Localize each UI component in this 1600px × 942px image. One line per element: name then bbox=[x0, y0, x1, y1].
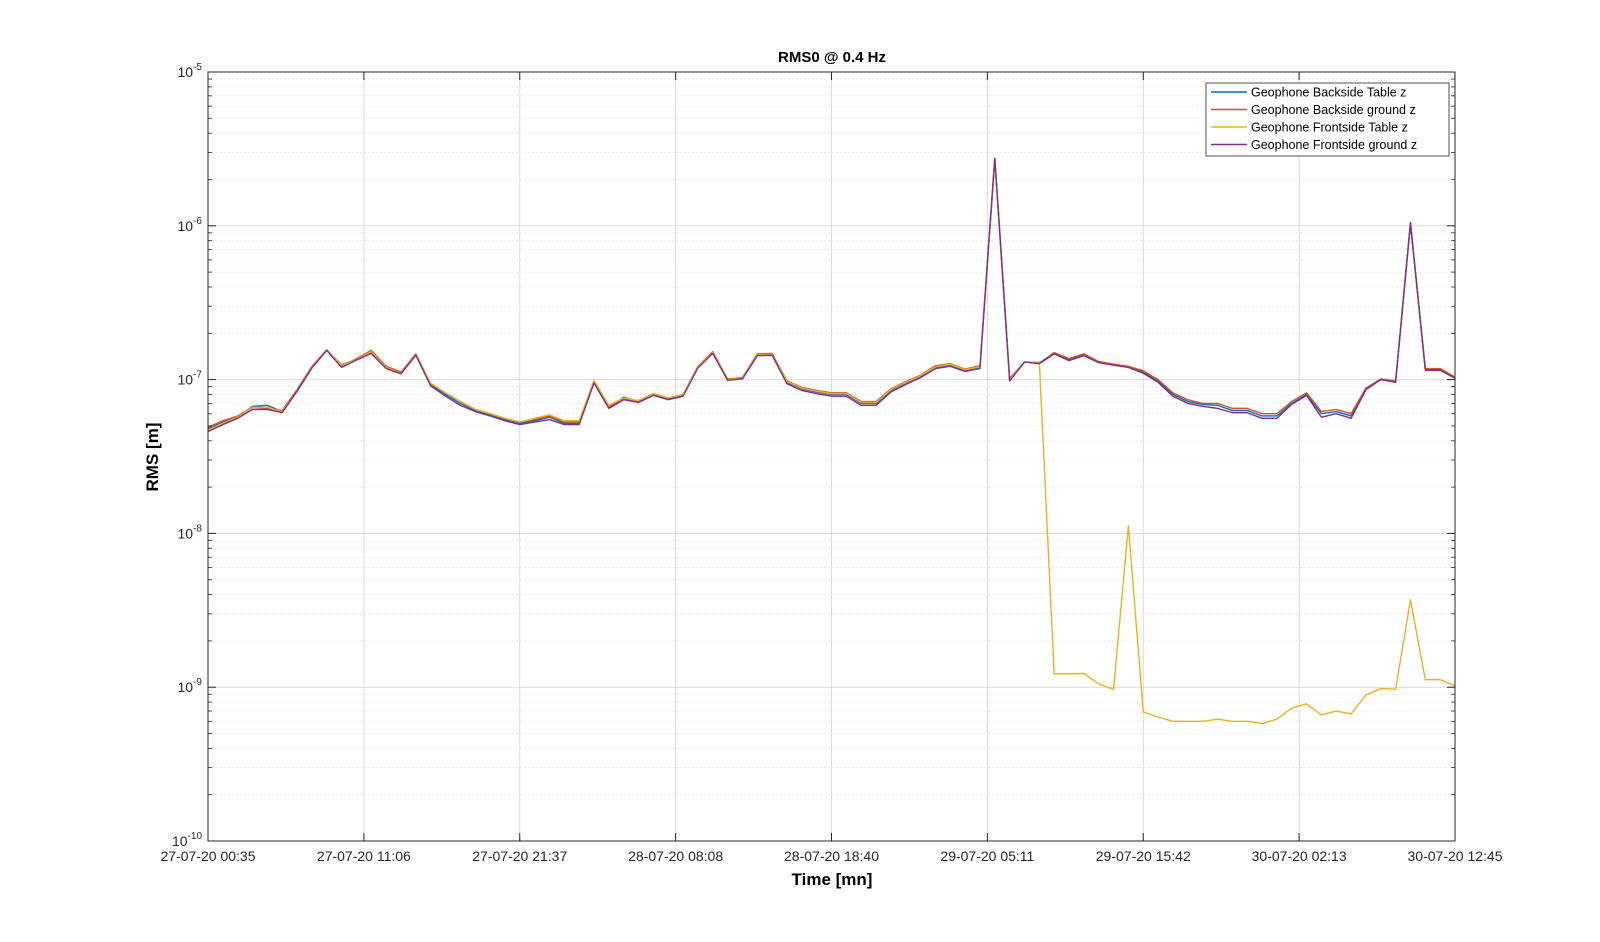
x-tick-label: 28-07-20 08:08 bbox=[628, 848, 723, 864]
x-tick-label: 30-07-20 12:45 bbox=[1408, 848, 1503, 864]
legend-label-1: Geophone Backside Table z bbox=[1251, 86, 1406, 100]
series-line-4 bbox=[207, 157, 1456, 433]
chart-title: RMS0 @ 0.4 Hz bbox=[778, 49, 886, 66]
legend: Geophone Backside Table z Geophone Backsi… bbox=[1205, 82, 1450, 157]
y-axis-label: RMS [m] bbox=[143, 423, 162, 492]
y-tick-label: 10-9 bbox=[178, 677, 203, 695]
x-tick-label: 29-07-20 15:42 bbox=[1096, 848, 1191, 864]
x-tick-label: 30-07-20 02:13 bbox=[1252, 848, 1347, 864]
x-tick-labels: 27-07-20 00:35 27-07-20 11:06 27-07-20 21:… bbox=[161, 848, 1503, 864]
y-tick-label: 10-6 bbox=[178, 216, 203, 234]
series-line-2 bbox=[207, 157, 1456, 428]
x-tick-label: 27-07-20 00:35 bbox=[161, 848, 256, 864]
legend-label-4: Geophone Frontside ground z bbox=[1251, 138, 1417, 152]
y-tick-label: 10-10 bbox=[172, 831, 202, 849]
axis-ticks bbox=[207, 71, 1456, 842]
y-tick-label: 10-8 bbox=[178, 523, 203, 541]
x-axis-label: Time [mn] bbox=[792, 870, 873, 889]
legend-label-3: Geophone Frontside Table z bbox=[1251, 121, 1408, 135]
y-tick-label: 10-7 bbox=[178, 370, 203, 388]
x-tick-label: 29-07-20 05:11 bbox=[940, 848, 1034, 864]
y-tick-labels: 10-10 10-9 10-8 10-7 10-6 10-5 bbox=[172, 62, 202, 849]
x-tick-label: 28-07-20 18:40 bbox=[784, 848, 879, 864]
x-tick-label: 27-07-20 11:06 bbox=[317, 848, 411, 864]
series-layer bbox=[207, 157, 1456, 725]
y-tick-label: 10-5 bbox=[178, 62, 203, 80]
x-tick-label: 27-07-20 21:37 bbox=[472, 848, 567, 864]
legend-label-2: Geophone Backside ground z bbox=[1251, 103, 1416, 117]
